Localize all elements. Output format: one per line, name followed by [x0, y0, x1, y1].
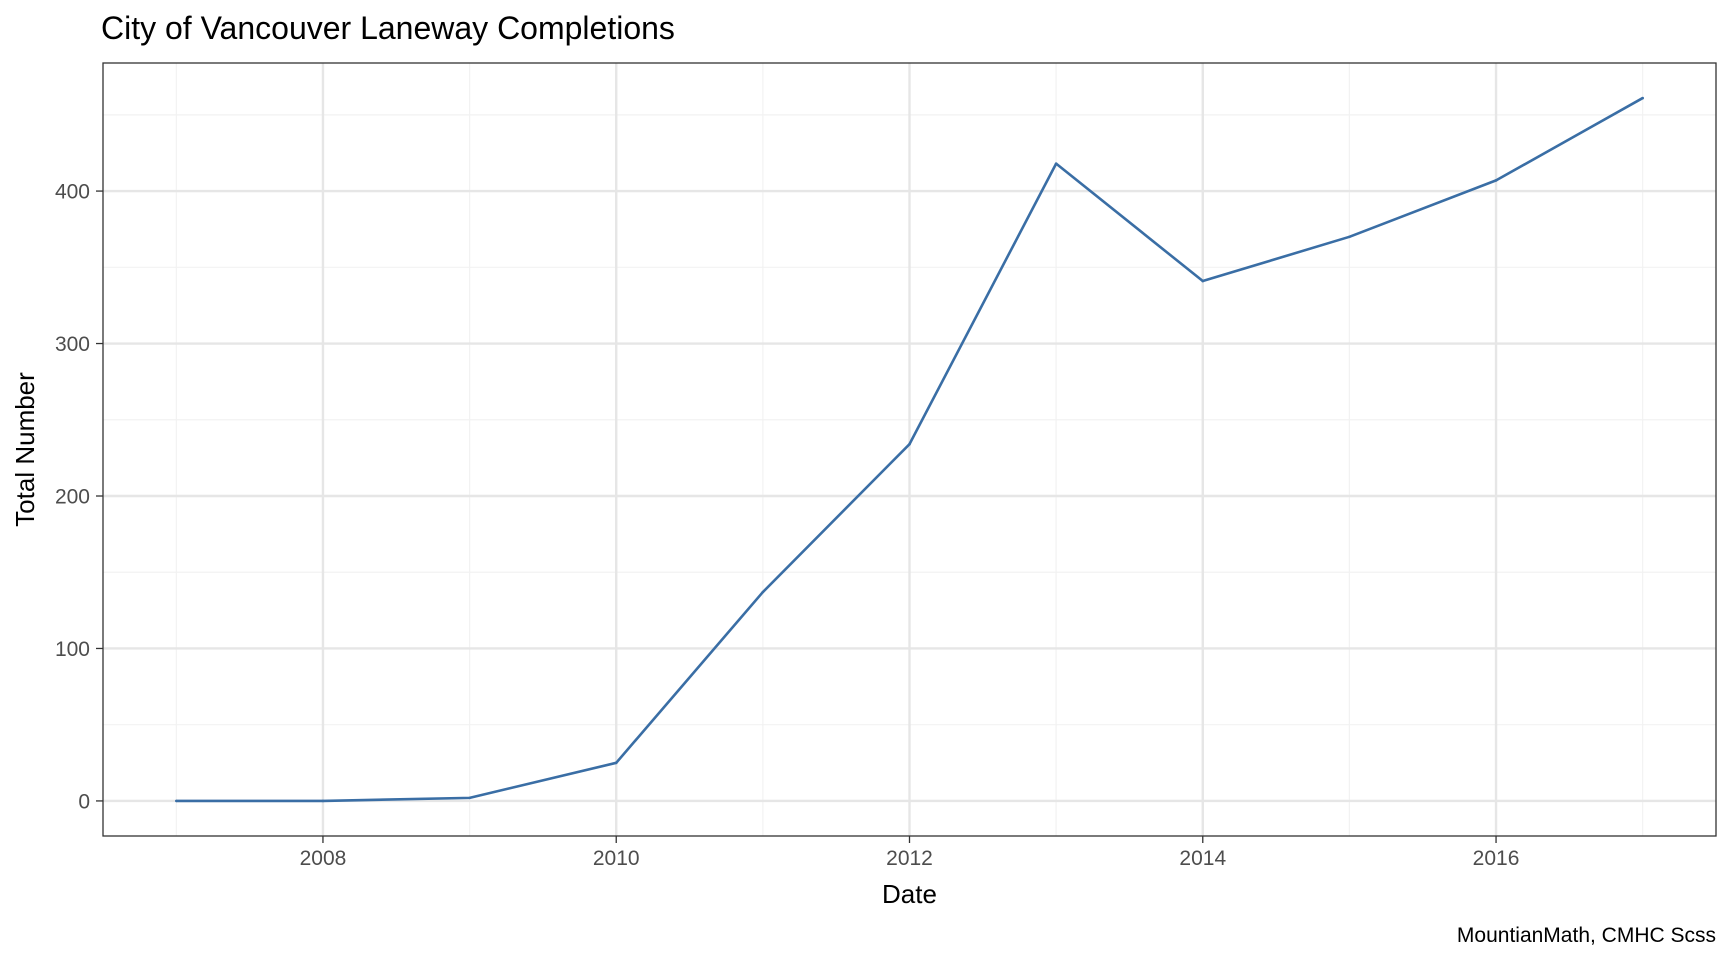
data-point	[614, 761, 618, 765]
x-axis-title: Date	[882, 879, 937, 909]
y-axis-title: Total Number	[10, 372, 40, 527]
y-axis: 0 100 200 300 400	[55, 181, 103, 813]
data-point	[1494, 179, 1498, 182]
data-point	[1054, 162, 1058, 165]
chart-title: City of Vancouver Laneway Completions	[101, 10, 675, 46]
chart-caption: MountianMath, CMHC Scss	[1457, 924, 1716, 947]
x-axis: 2008 2010 2012 2014 2016	[300, 836, 1520, 870]
data-point	[908, 442, 911, 446]
major-gridlines	[103, 63, 1716, 836]
y-tick-label: 0	[78, 790, 90, 813]
data-point	[468, 796, 471, 800]
y-tick-label: 300	[55, 333, 90, 356]
data-point	[761, 590, 765, 594]
y-tick-label: 100	[55, 638, 90, 661]
x-tick-label: 2010	[593, 847, 640, 870]
data-point	[1348, 235, 1351, 239]
data-point	[321, 799, 325, 803]
x-tick-label: 2014	[1179, 847, 1226, 870]
plot-area	[102, 62, 1717, 837]
x-tick-label: 2008	[300, 847, 347, 870]
x-tick-label: 2012	[886, 847, 933, 870]
data-point	[175, 799, 178, 803]
y-tick-label: 200	[55, 486, 90, 509]
x-tick-label: 2016	[1473, 847, 1520, 870]
data-point	[1201, 279, 1205, 283]
series-layer	[175, 96, 1644, 803]
y-tick-label: 400	[55, 181, 90, 204]
data-point	[1641, 96, 1644, 100]
